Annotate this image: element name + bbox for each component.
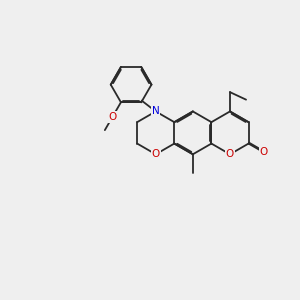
Text: O: O	[152, 149, 160, 159]
Text: N: N	[152, 106, 160, 116]
Text: O: O	[108, 112, 117, 122]
Text: O: O	[226, 149, 234, 159]
Text: O: O	[260, 147, 268, 158]
